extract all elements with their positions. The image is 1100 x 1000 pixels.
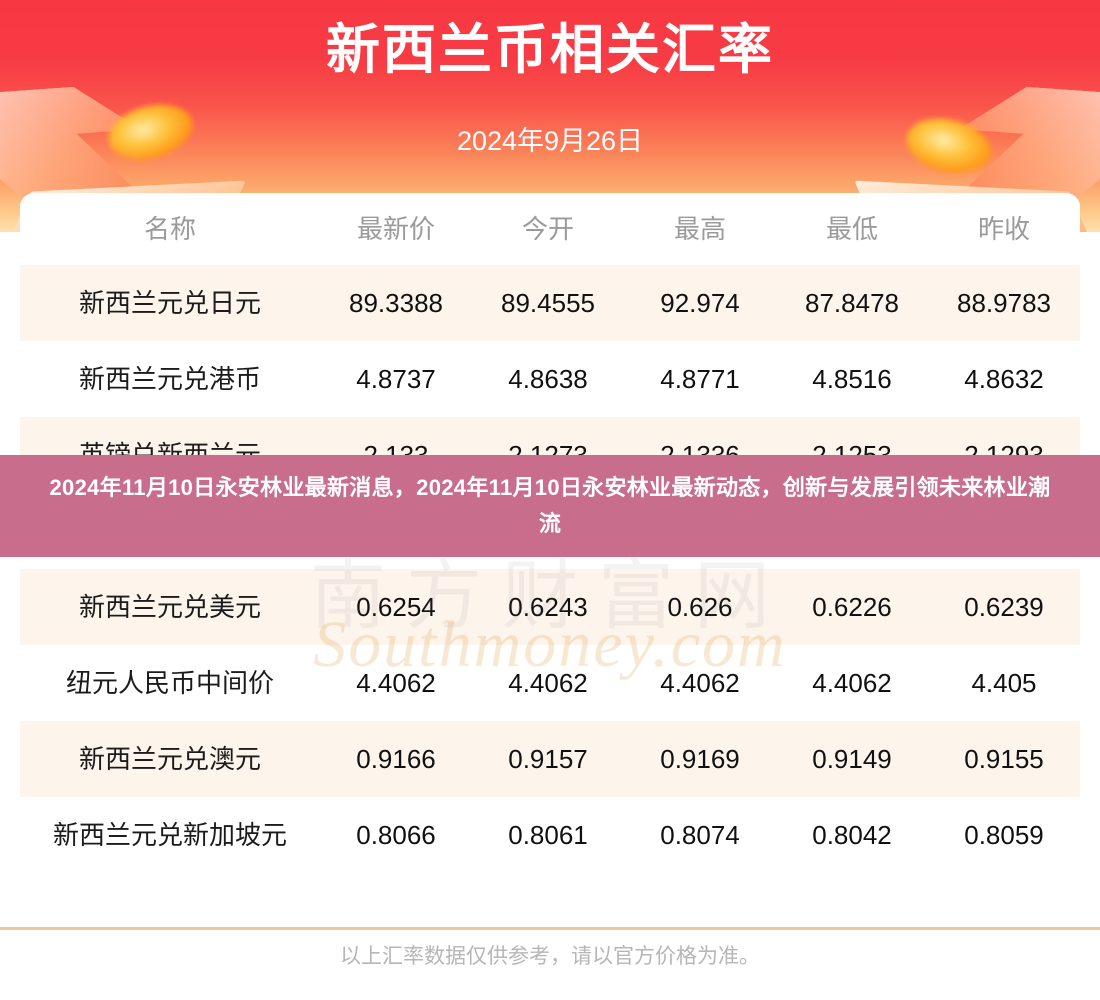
cell-latest: 4.4062 bbox=[356, 667, 436, 698]
cell-high: 4.8771 bbox=[660, 363, 740, 394]
table-row: 新西兰元兑港币 4.8737 4.8638 4.8771 4.8516 4.8632 bbox=[20, 341, 1080, 417]
cell-low: 87.8478 bbox=[805, 287, 899, 318]
cell-latest: 0.9166 bbox=[356, 743, 436, 774]
overlay-news-banner-text: 2024年11月10日永安林业最新消息，2024年11月10日永安林业最新动态，… bbox=[49, 475, 1051, 536]
cell-high: 92.974 bbox=[660, 287, 740, 318]
cell-prev-close: 0.9155 bbox=[964, 743, 1044, 774]
cell-currency-name: 纽元人民币中间价 bbox=[65, 667, 274, 698]
cell-currency-name: 新西兰元兑新加坡元 bbox=[52, 819, 287, 850]
overlay-news-banner[interactable]: 2024年11月10日永安林业最新消息，2024年11月10日永安林业最新动态，… bbox=[0, 455, 1100, 557]
cell-low: 4.8516 bbox=[812, 363, 892, 394]
cell-latest: 0.6254 bbox=[356, 591, 436, 622]
cell-currency-name: 新西兰元兑港币 bbox=[78, 363, 261, 394]
cell-open: 89.4555 bbox=[501, 287, 595, 318]
page-title: 新西兰币相关汇率 bbox=[326, 20, 774, 80]
cell-low: 0.8042 bbox=[812, 819, 892, 850]
table-row: 新西兰元兑日元 89.3388 89.4555 92.974 87.8478 88.978… bbox=[20, 265, 1080, 341]
cell-currency-name: 新西兰元兑澳元 bbox=[78, 743, 261, 774]
column-header-latest: 最新价 bbox=[356, 213, 435, 244]
footer-disclaimer: 以上汇率数据仅供参考，请以官方价格为准。 bbox=[340, 945, 760, 968]
cell-open: 0.6243 bbox=[508, 591, 588, 622]
cell-open: 0.9157 bbox=[508, 743, 588, 774]
cell-latest: 89.3388 bbox=[349, 287, 443, 318]
cell-currency-name: 新西兰元兑美元 bbox=[78, 591, 261, 622]
cell-low: 0.6226 bbox=[812, 591, 892, 622]
cell-currency-name: 新西兰元兑日元 bbox=[78, 287, 261, 318]
cell-latest: 0.8066 bbox=[356, 819, 436, 850]
cell-high: 0.9169 bbox=[660, 743, 740, 774]
column-header-prev-close: 昨收 bbox=[977, 213, 1030, 244]
table-row: 新西兰元兑美元 0.6254 0.6243 0.626 0.6226 0.6239 bbox=[20, 569, 1080, 645]
cell-open: 4.8638 bbox=[508, 363, 588, 394]
cell-high: 0.626 bbox=[667, 591, 733, 622]
cell-prev-close: 0.6239 bbox=[964, 591, 1044, 622]
cell-low: 4.4062 bbox=[812, 667, 892, 698]
column-header-open: 今开 bbox=[521, 213, 574, 244]
table-header-row: 名称 最新价 今开 最高 最低 昨收 bbox=[20, 193, 1080, 265]
table-row: 纽元人民币中间价 4.4062 4.4062 4.4062 4.4062 4.405 bbox=[20, 645, 1080, 721]
cell-open: 4.4062 bbox=[508, 667, 588, 698]
page-subtitle-date: 2024年9月26日 bbox=[456, 126, 644, 156]
table-row: 新西兰元兑澳元 0.9166 0.9157 0.9169 0.9149 0.9155 bbox=[20, 721, 1080, 797]
cell-prev-close: 4.8632 bbox=[964, 363, 1044, 394]
table-row: 新西兰元兑新加坡元 0.8066 0.8061 0.8074 0.8042 0.8059 bbox=[20, 797, 1080, 873]
column-header-low: 最低 bbox=[825, 213, 878, 244]
cell-prev-close: 0.8059 bbox=[964, 819, 1044, 850]
cell-prev-close: 88.9783 bbox=[957, 287, 1051, 318]
cell-low: 0.9149 bbox=[812, 743, 892, 774]
cell-high: 4.4062 bbox=[660, 667, 740, 698]
footer-divider bbox=[0, 927, 1100, 930]
cell-open: 0.8061 bbox=[508, 819, 588, 850]
cell-latest: 4.8737 bbox=[356, 363, 436, 394]
column-header-high: 最高 bbox=[673, 213, 726, 244]
cell-high: 0.8074 bbox=[660, 819, 740, 850]
cell-prev-close: 4.405 bbox=[971, 667, 1037, 698]
table-body: 新西兰元兑日元 89.3388 89.4555 92.974 87.8478 88.978… bbox=[20, 265, 1080, 873]
column-header-name: 名称 bbox=[143, 213, 196, 244]
